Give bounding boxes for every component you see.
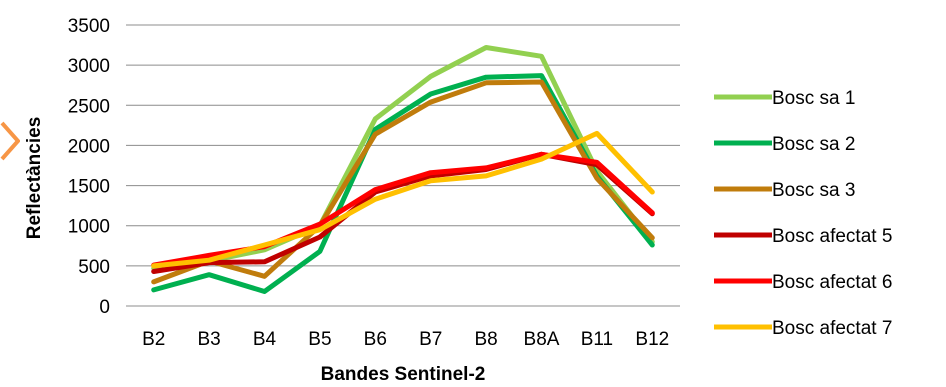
y-tick-label: 3000	[68, 56, 110, 77]
x-axis-title: Bandes Sentinel-2	[321, 364, 486, 385]
legend-item: Bosc afectat 7	[714, 318, 892, 339]
legend-label: Bosc sa 2	[772, 134, 855, 155]
legend-label: Bosc sa 3	[772, 180, 855, 201]
y-tick-label: 1000	[68, 217, 110, 238]
legend-item: Bosc sa 2	[714, 134, 855, 155]
series-lines	[151, 45, 655, 294]
legend-item: Bosc sa 1	[714, 88, 855, 109]
series-line-1	[151, 45, 655, 271]
y-axis-ticks: 0 500 1000 1500 2000 2500 3000 3500	[68, 16, 110, 318]
series-line-3	[151, 79, 655, 285]
x-axis-ticks: B2 B3 B4 B5 B6 B7 B8 B8A B11 B12	[142, 329, 669, 350]
x-tick-label: B7	[419, 329, 442, 350]
legend-item: Bosc afectat 6	[714, 272, 892, 293]
legend: Bosc sa 1 Bosc sa 2 Bosc sa 3 Bosc afectat …	[714, 88, 892, 339]
y-tick-label: 0	[99, 297, 110, 318]
series-line-6	[151, 130, 655, 269]
orange-chevron-icon	[0, 121, 20, 161]
x-tick-label: B6	[364, 329, 387, 350]
x-tick-label: B12	[635, 329, 669, 350]
legend-label: Bosc afectat 5	[772, 226, 892, 247]
y-tick-label: 2500	[68, 96, 110, 117]
y-tick-label: 3500	[68, 16, 110, 37]
legend-label: Bosc sa 1	[772, 88, 855, 109]
x-tick-label: B2	[142, 329, 165, 350]
legend-item: Bosc afectat 5	[714, 226, 892, 247]
x-tick-label: B3	[197, 329, 220, 350]
y-tick-label: 500	[78, 257, 110, 278]
y-tick-label: 2000	[68, 136, 110, 157]
x-tick-label: B11	[581, 329, 613, 350]
legend-label: Bosc afectat 7	[772, 318, 892, 339]
series-line-5	[151, 151, 655, 268]
x-tick-label: B5	[308, 329, 331, 350]
y-tick-label: 1500	[68, 177, 110, 198]
x-tick-label: B8A	[524, 329, 560, 350]
x-tick-label: B4	[253, 329, 277, 350]
legend-label: Bosc afectat 6	[772, 272, 892, 293]
legend-item: Bosc sa 3	[714, 180, 855, 201]
x-tick-label: B8	[474, 329, 497, 350]
y-axis-title: Reflectàncies	[24, 117, 45, 240]
